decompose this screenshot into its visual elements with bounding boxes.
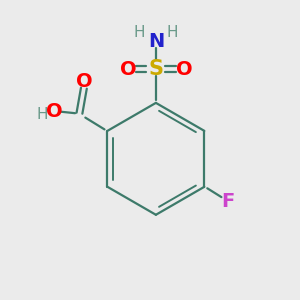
Text: N: N — [148, 32, 164, 51]
Text: F: F — [221, 192, 235, 211]
Text: H: H — [36, 106, 48, 122]
Text: O: O — [76, 72, 92, 91]
Text: H: H — [166, 25, 178, 40]
Text: H: H — [134, 25, 146, 40]
Text: O: O — [120, 59, 136, 79]
Text: S: S — [148, 59, 164, 79]
Text: O: O — [176, 59, 192, 79]
Text: O: O — [46, 102, 63, 121]
